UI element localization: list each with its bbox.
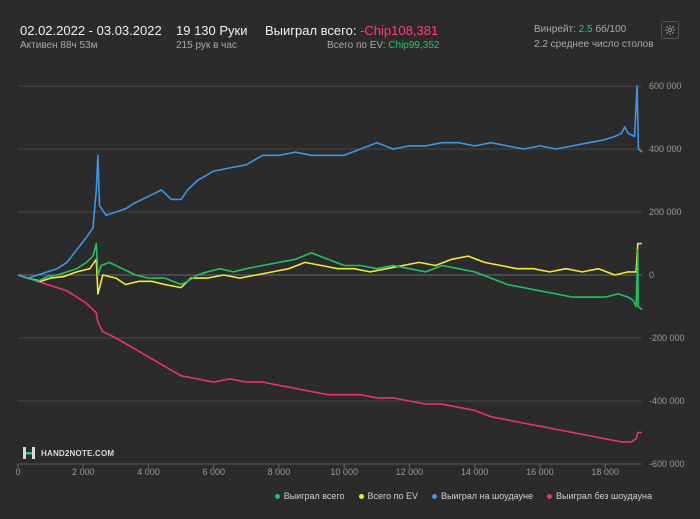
x-axis-ticks: 0 2 000 4 000 6 000 8 000 10 000 12 000 14 000 1… bbox=[15, 464, 619, 477]
logo-text: HAND2NOTE.COM bbox=[41, 448, 115, 458]
active-time: Активен 88ч 53м bbox=[20, 40, 98, 51]
chart-grid bbox=[18, 85, 642, 465]
y-axis-ticks: -600 000 -400 000 -200 000 0 200 000 400 000 6… bbox=[649, 81, 685, 469]
x-tick-label: 0 bbox=[15, 467, 20, 477]
legend-label-ev: Всего по EV bbox=[367, 491, 419, 501]
gear-icon bbox=[664, 24, 676, 36]
hand2note-logo: HAND2NOTE.COM bbox=[22, 446, 114, 460]
x-tick-label: 6 000 bbox=[202, 467, 225, 477]
x-tick-label: 16 000 bbox=[526, 467, 554, 477]
legend-item-won-total[interactable]: Выиграл всего bbox=[274, 489, 345, 503]
legend-item-showdown[interactable]: Выиграл на шоудауне bbox=[432, 489, 533, 503]
ev-value: Chip99,352 bbox=[388, 40, 440, 51]
avg-tables: 2.2 среднее число столов bbox=[534, 39, 654, 50]
winrate: Винрейт: 2.5 бб/100 bbox=[534, 24, 626, 35]
header: 02.02.2022 - 03.03.2022 Активен 88ч 53м … bbox=[0, 0, 700, 60]
settings-button[interactable] bbox=[661, 21, 679, 39]
winrate-label: Винрейт: bbox=[534, 24, 576, 35]
x-tick-label: 2 000 bbox=[72, 467, 95, 477]
chart-legend: Выиграл всего Всего по EV Выиграл на шоу… bbox=[274, 489, 652, 503]
y-tick-label: 200 000 bbox=[649, 207, 682, 217]
x-tick-label: 12 000 bbox=[396, 467, 424, 477]
x-tick-label: 18 000 bbox=[591, 467, 619, 477]
ev-label: Всего по EV: bbox=[327, 40, 386, 51]
legend-label-non-showdown: Выиграл без шоудауна bbox=[556, 491, 652, 501]
hands-per-hour: 215 рук в час bbox=[176, 40, 237, 51]
won-total-label: Выиграл всего: bbox=[265, 23, 357, 38]
legend-item-ev[interactable]: Всего по EV bbox=[358, 489, 419, 503]
x-tick-label: 14 000 bbox=[461, 467, 489, 477]
winrate-value: 2.5 bbox=[578, 24, 593, 35]
legend-dot-ev bbox=[358, 493, 364, 499]
series-line-showdown[interactable] bbox=[17, 85, 643, 279]
legend-dot-showdown bbox=[432, 493, 438, 499]
x-tick-label: 8 000 bbox=[268, 467, 291, 477]
hands-count: 19 130 Руки bbox=[176, 23, 248, 38]
legend-label-showdown: Выиграл на шоудауне bbox=[441, 491, 533, 501]
x-tick-label: 10 000 bbox=[330, 467, 358, 477]
logo-icon bbox=[23, 447, 35, 459]
legend-dot-won-total bbox=[274, 493, 280, 499]
series-line-ev[interactable] bbox=[17, 242, 642, 295]
ev-total: Всего по EV: Chip99,352 bbox=[327, 40, 439, 51]
series-line-non-showdown[interactable] bbox=[17, 274, 642, 443]
y-tick-label: -400 000 bbox=[649, 396, 685, 406]
legend-item-non-showdown[interactable]: Выиграл без шоудауна bbox=[547, 489, 652, 503]
y-tick-label: 0 bbox=[649, 270, 654, 280]
y-tick-label: 600 000 bbox=[649, 81, 682, 91]
legend-label-won-total: Выиграл всего bbox=[283, 491, 345, 501]
legend-dot-non-showdown bbox=[547, 493, 552, 499]
won-total-value: -Chip108,381 bbox=[360, 23, 439, 38]
y-tick-label: -200 000 bbox=[649, 333, 685, 343]
y-tick-label: -600 000 bbox=[649, 459, 685, 469]
winrate-unit: бб/100 bbox=[595, 24, 627, 35]
won-total: Выиграл всего: -Chip108,381 bbox=[265, 23, 438, 38]
y-tick-label: 400 000 bbox=[649, 144, 682, 154]
chart-lines bbox=[17, 85, 643, 443]
date-range[interactable]: 02.02.2022 - 03.03.2022 bbox=[20, 23, 162, 38]
series-line-won-total[interactable] bbox=[17, 242, 643, 311]
x-tick-label: 4 000 bbox=[137, 467, 160, 477]
